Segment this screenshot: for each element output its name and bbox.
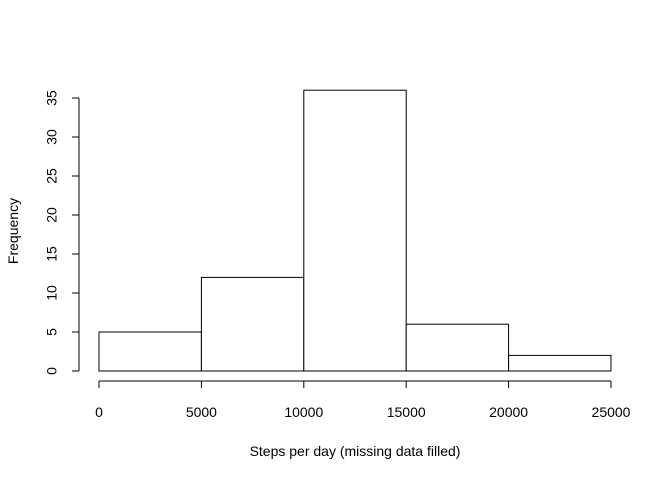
y-tick-label-1: 5: [44, 328, 60, 336]
y-axis: 0 5 10 15 20 25 30 35: [44, 90, 80, 375]
x-axis-label: Steps per day (missing data filled): [250, 443, 461, 459]
y-tick-label-0: 0: [44, 367, 60, 375]
y-tick-label-7: 35: [44, 90, 60, 106]
y-tick-label-6: 30: [44, 129, 60, 145]
histogram-bar-4: [508, 354, 612, 372]
y-tick-label-3: 15: [44, 246, 60, 262]
y-tick-label-4: 20: [44, 207, 60, 223]
histogram-bar-3: [405, 323, 510, 372]
x-tick-label-4: 20000: [489, 404, 528, 420]
x-tick-label-3: 15000: [387, 404, 426, 420]
x-tick-label-5: 25000: [592, 404, 631, 420]
y-axis-label: Frequency: [5, 198, 21, 264]
histogram-bar-0: [98, 331, 202, 372]
histogram-bar-2: [303, 89, 407, 372]
x-tick-label-0: 0: [95, 404, 103, 420]
x-axis: 0 5000 10000 15000 20000 25000: [95, 380, 631, 420]
bars-group: [98, 89, 612, 372]
histogram-bar-1: [200, 276, 305, 372]
y-tick-label-2: 10: [44, 285, 60, 301]
y-tick-label-5: 25: [44, 168, 60, 184]
x-tick-label-1: 5000: [186, 404, 217, 420]
x-tick-label-2: 10000: [284, 404, 323, 420]
